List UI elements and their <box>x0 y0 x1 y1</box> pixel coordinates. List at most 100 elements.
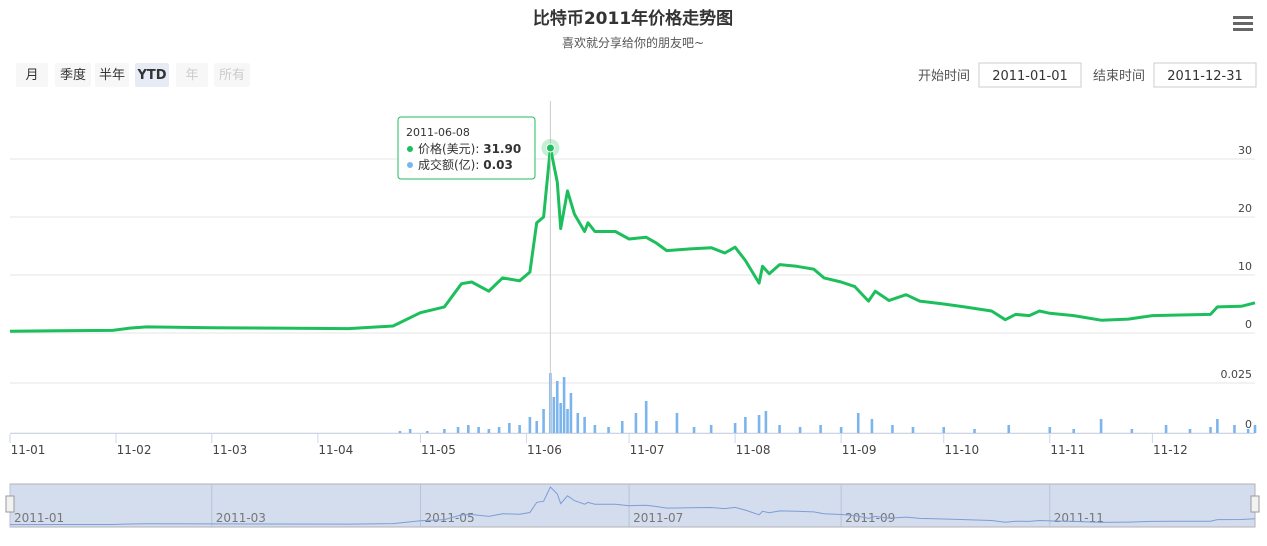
volume-bar <box>839 427 843 433</box>
volume-bar <box>764 411 768 433</box>
volume-bar <box>1007 425 1011 433</box>
y-tick-label: 0 <box>1245 318 1252 331</box>
volume-bar <box>497 427 501 433</box>
volume-bar <box>692 427 696 433</box>
volume-bar <box>1246 429 1250 433</box>
price-line <box>9 146 1256 333</box>
volume-bar <box>620 421 624 433</box>
volume-bar <box>1253 425 1257 433</box>
volume-bar <box>856 413 860 433</box>
volume-bar <box>508 423 511 433</box>
volume-bar <box>819 425 822 433</box>
tooltip-series-name: 价格(美元) <box>418 141 475 156</box>
volume-bar <box>518 425 521 433</box>
chart-subtitle: 喜欢就分享给你的朋友吧~ <box>562 35 704 50</box>
range-button-label: 月 <box>25 68 38 83</box>
x-tick-label: 11-11 <box>1050 443 1085 457</box>
tooltip-label: 成交额(亿): 0.03 <box>418 157 513 172</box>
y-tick-label: 0.025 <box>1221 368 1253 381</box>
y-tick-label: 0 <box>1245 418 1252 431</box>
volume-bar <box>655 421 658 433</box>
range-button-label: 年 <box>185 68 198 83</box>
start-input[interactable] <box>978 62 1082 88</box>
volume-bar <box>1099 419 1103 433</box>
x-tick-label: 11-02 <box>117 443 152 457</box>
navigator-label: 2011-11 <box>1054 511 1104 525</box>
menu-button[interactable] <box>1233 16 1253 31</box>
end-input[interactable] <box>1153 62 1257 88</box>
range-button-label: 季度 <box>60 67 86 83</box>
volume-bar <box>487 429 491 433</box>
volume-bar <box>1188 429 1192 433</box>
volume-bar <box>398 431 402 433</box>
x-tick-label: 11-10 <box>944 443 979 457</box>
tooltip-box <box>397 116 536 180</box>
x-tick-label: 11-08 <box>736 443 771 457</box>
end-label: 结束时间 <box>1093 69 1145 84</box>
volume-bar <box>555 381 559 433</box>
volume-bar <box>607 427 610 433</box>
tooltip-series-name: 成交额(亿) <box>418 157 475 172</box>
volume-bar <box>583 417 586 433</box>
x-tick-label: 11-03 <box>212 443 247 457</box>
volume-bar <box>733 423 737 433</box>
hover-point <box>545 143 555 153</box>
volume-bar <box>569 393 573 433</box>
start-value: 2011-01-01 <box>992 69 1068 84</box>
volume-bar <box>757 415 761 433</box>
volume-bar <box>973 429 976 433</box>
range-button[interactable] <box>16 63 48 87</box>
volume-bar <box>891 425 894 433</box>
volume-bar <box>709 425 713 433</box>
volume-bar <box>675 413 679 433</box>
range-button[interactable] <box>135 63 169 87</box>
y-tick-label: 30 <box>1238 144 1252 157</box>
x-tick-label: 11-05 <box>421 443 456 457</box>
volume-bar <box>634 413 638 433</box>
chart-title: 比特币2011年价格走势图 <box>533 8 733 29</box>
navigator-label: 2011-01 <box>14 511 64 525</box>
range-button[interactable] <box>55 63 91 87</box>
range-button-label: 所有 <box>219 68 245 83</box>
volume-bar <box>443 429 446 433</box>
end-value: 2011-12-31 <box>1167 69 1243 84</box>
y-tick-label: 20 <box>1238 202 1252 215</box>
tooltip-bullet <box>407 146 413 152</box>
range-button[interactable] <box>95 63 129 87</box>
volume-bar <box>798 427 802 433</box>
volume-bar <box>942 427 946 433</box>
start-label: 开始时间 <box>918 69 970 84</box>
volume-bar <box>644 401 648 433</box>
volume-bar <box>1209 427 1212 433</box>
volume-bar <box>911 427 915 433</box>
volume-bar <box>1216 419 1219 433</box>
volume-bar <box>1233 425 1236 433</box>
volume-bar <box>552 397 556 433</box>
x-tick-label: 11-06 <box>527 443 562 457</box>
x-tick-label: 11-04 <box>318 443 353 457</box>
volume-bar <box>456 427 460 433</box>
volume-bar <box>744 417 747 433</box>
navigator-handle[interactable] <box>5 495 15 513</box>
volume-bar <box>477 427 480 433</box>
tooltip-value: 31.90 <box>483 142 521 156</box>
menu-bar <box>1233 28 1253 31</box>
navigator-handle[interactable] <box>1250 495 1260 513</box>
range-button-label: YTD <box>136 68 166 83</box>
volume-bar <box>562 377 566 433</box>
range-button <box>176 63 208 87</box>
volume-bar <box>1164 425 1168 433</box>
volume-bar <box>1130 429 1134 433</box>
tooltip-bullet <box>407 162 413 168</box>
volume-bar <box>467 425 470 433</box>
volume-bar <box>778 425 781 433</box>
x-tick-label: 11-12 <box>1153 443 1188 457</box>
menu-bar <box>1233 22 1253 25</box>
volume-bar <box>408 429 412 433</box>
tooltip-label: 价格(美元): 31.90 <box>418 141 521 156</box>
volume-bar <box>870 419 874 433</box>
range-button <box>214 63 250 87</box>
volume-bar <box>1048 427 1052 433</box>
x-tick-label: 11-09 <box>842 443 877 457</box>
